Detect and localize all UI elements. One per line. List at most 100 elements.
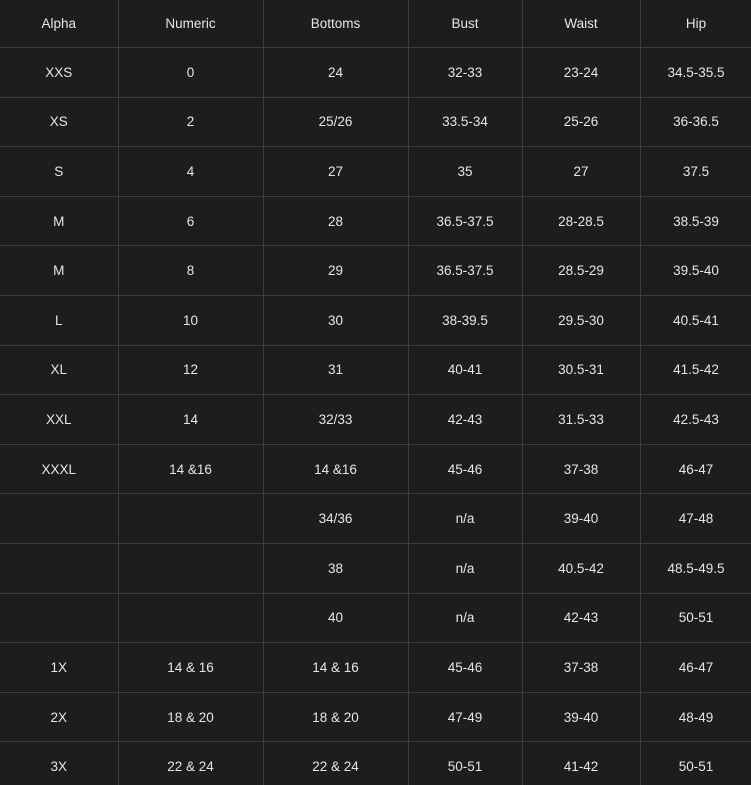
table-row: 40 n/a 42-43 50-51 — [0, 592, 751, 644]
table-row: 34/36 n/a 39-40 47-48 — [0, 493, 751, 544]
table-cell: M — [0, 245, 119, 296]
table-cell: 14 & 16 — [262, 642, 409, 693]
header-cell: Bottoms — [262, 0, 409, 48]
header-cell: Alpha — [0, 0, 119, 48]
table-row: S 4 27 35 27 37.5 — [0, 146, 751, 197]
table-cell: XS — [0, 96, 119, 148]
table-row: 3X 22 & 24 22 & 24 50-51 41-42 50-51 — [0, 741, 751, 785]
table-cell: 14 — [117, 394, 264, 445]
table-cell: 32-33 — [407, 47, 523, 98]
table-cell: n/a — [407, 493, 523, 544]
header-row: Alpha Numeric Bottoms Bust Waist Hip — [0, 0, 751, 48]
table-cell: 1X — [0, 642, 119, 693]
table-cell: 40-41 — [407, 344, 523, 396]
table-cell: 24 — [262, 47, 409, 98]
table-row: M 6 28 36.5-37.5 28-28.5 38.5-39 — [0, 195, 751, 247]
table-cell: 45-46 — [407, 443, 523, 495]
table-cell: 48.5-49.5 — [639, 542, 751, 594]
table-cell: 4 — [117, 146, 264, 197]
table-cell — [117, 493, 264, 544]
table-cell: 22 & 24 — [117, 741, 264, 785]
table-cell — [0, 592, 119, 644]
table-cell — [0, 542, 119, 594]
table-cell: XXXL — [0, 443, 119, 495]
table-cell: 40.5-41 — [639, 294, 751, 346]
table-cell: 33.5-34 — [407, 96, 523, 148]
table-cell: 34/36 — [262, 493, 409, 544]
table-body: XXS 0 24 32-33 23-24 34.5-35.5 XS 2 25/26 33.5-34… — [0, 47, 751, 785]
table-cell: 41-42 — [521, 741, 641, 785]
table-cell: 27 — [262, 146, 409, 197]
header-cell: Hip — [639, 0, 751, 48]
table-cell: n/a — [407, 542, 523, 594]
table-cell: 14 &16 — [262, 443, 409, 495]
table-cell: 38.5-39 — [639, 195, 751, 247]
table-cell: 39-40 — [521, 691, 641, 743]
table-row: 1X 14 & 16 14 & 16 45-46 37-38 46-47 — [0, 642, 751, 693]
table-cell: 30.5-31 — [521, 344, 641, 396]
table-cell: 25-26 — [521, 96, 641, 148]
table-cell — [0, 493, 119, 544]
table-cell: 10 — [117, 294, 264, 346]
table-cell: 29.5-30 — [521, 294, 641, 346]
table-cell: 28-28.5 — [521, 195, 641, 247]
table-cell: 28.5-29 — [521, 245, 641, 296]
header-cell: Numeric — [117, 0, 264, 48]
table-cell: 39-40 — [521, 493, 641, 544]
table-cell: 46-47 — [639, 642, 751, 693]
header-cell: Bust — [407, 0, 523, 48]
table-cell: 36.5-37.5 — [407, 245, 523, 296]
table-cell: 48-49 — [639, 691, 751, 743]
table-cell: 23-24 — [521, 47, 641, 98]
table-cell: 8 — [117, 245, 264, 296]
table-cell: 22 & 24 — [262, 741, 409, 785]
table-cell: S — [0, 146, 119, 197]
table-cell: 3X — [0, 741, 119, 785]
table-cell: 0 — [117, 47, 264, 98]
table-cell — [117, 592, 264, 644]
table-cell: 42-43 — [407, 394, 523, 445]
table-cell: 38 — [262, 542, 409, 594]
table-cell: 45-46 — [407, 642, 523, 693]
table-cell: 2X — [0, 691, 119, 743]
table-cell: 37-38 — [521, 443, 641, 495]
table-row: XS 2 25/26 33.5-34 25-26 36-36.5 — [0, 96, 751, 148]
table-cell: 18 & 20 — [262, 691, 409, 743]
table-cell: 14 & 16 — [117, 642, 264, 693]
table-cell: 37.5 — [639, 146, 751, 197]
table-cell: 31 — [262, 344, 409, 396]
table-cell: 18 & 20 — [117, 691, 264, 743]
table-row: XL 12 31 40-41 30.5-31 41.5-42 — [0, 344, 751, 396]
table-cell: 40 — [262, 592, 409, 644]
table-cell: 40.5-42 — [521, 542, 641, 594]
table-cell: 35 — [407, 146, 523, 197]
table-cell: 42-43 — [521, 592, 641, 644]
table-cell: n/a — [407, 592, 523, 644]
table-row: L 10 30 38-39.5 29.5-30 40.5-41 — [0, 294, 751, 346]
table-cell: 14 &16 — [117, 443, 264, 495]
table-cell: M — [0, 195, 119, 247]
table-cell: 36.5-37.5 — [407, 195, 523, 247]
table-cell: 2 — [117, 96, 264, 148]
table-cell: 25/26 — [262, 96, 409, 148]
table-cell: 42.5-43 — [639, 394, 751, 445]
table-row: XXXL 14 &16 14 &16 45-46 37-38 46-47 — [0, 443, 751, 495]
table-row: 2X 18 & 20 18 & 20 47-49 39-40 48-49 — [0, 691, 751, 743]
table-cell: 41.5-42 — [639, 344, 751, 396]
table-cell: 50-51 — [407, 741, 523, 785]
header-cell: Waist — [521, 0, 641, 48]
table-row: XXL 14 32/33 42-43 31.5-33 42.5-43 — [0, 394, 751, 445]
table-cell: 12 — [117, 344, 264, 396]
table-header: Alpha Numeric Bottoms Bust Waist Hip — [0, 0, 751, 48]
table-cell: XXS — [0, 47, 119, 98]
table-cell: 38-39.5 — [407, 294, 523, 346]
table-cell: 50-51 — [639, 741, 751, 785]
table-cell — [117, 542, 264, 594]
table-cell: 37-38 — [521, 642, 641, 693]
table-row: XXS 0 24 32-33 23-24 34.5-35.5 — [0, 47, 751, 98]
table-cell: 29 — [262, 245, 409, 296]
table-cell: 6 — [117, 195, 264, 247]
table-cell: 47-49 — [407, 691, 523, 743]
